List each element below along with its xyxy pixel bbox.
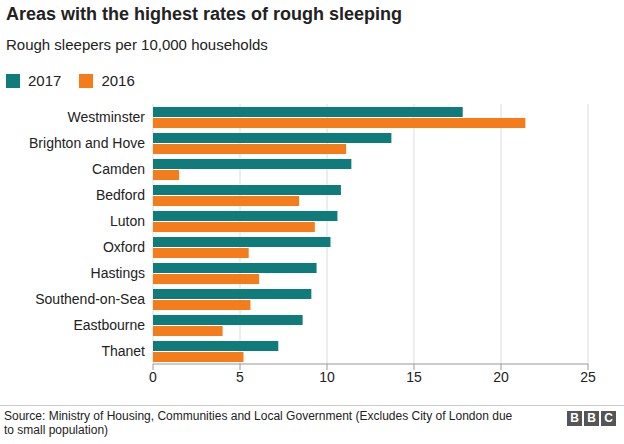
html-text:2017: 2017 (28, 72, 62, 89)
svg-text:Thanet: Thanet (101, 343, 145, 359)
html-text:B: B (570, 411, 579, 425)
svg-text:Southend-on-Sea: Southend-on-Sea (35, 291, 145, 307)
svg-text:Hastings: Hastings (91, 265, 145, 281)
svg-text:Brighton and Hove: Brighton and Hove (29, 135, 145, 151)
svg-text:20: 20 (493, 369, 509, 385)
html-text:Source: Ministry of Housing, C: Source: Ministry of Housing, Communities… (4, 409, 513, 437)
svg-text:Eastbourne: Eastbourne (73, 317, 145, 333)
svg-text:25: 25 (580, 369, 596, 385)
svg-text:Luton: Luton (110, 213, 145, 229)
html-text:B: B (587, 411, 596, 425)
html-text:C: C (604, 411, 613, 425)
svg-text:5: 5 (236, 369, 244, 385)
svg-text:10: 10 (319, 369, 335, 385)
svg-text:15: 15 (406, 369, 422, 385)
svg-text:0: 0 (149, 369, 157, 385)
svg-text:Bedford: Bedford (96, 187, 145, 203)
svg-text:Camden: Camden (92, 161, 145, 177)
svg-text:Westminster: Westminster (67, 109, 145, 125)
html-text:Rough sleepers per 10,000 hous: Rough sleepers per 10,000 households (6, 36, 268, 53)
html-text:2016: 2016 (101, 72, 135, 89)
svg-text:Oxford: Oxford (103, 239, 145, 255)
html-text:Areas with the highest rates o: Areas with the highest rates of rough sl… (6, 4, 403, 24)
